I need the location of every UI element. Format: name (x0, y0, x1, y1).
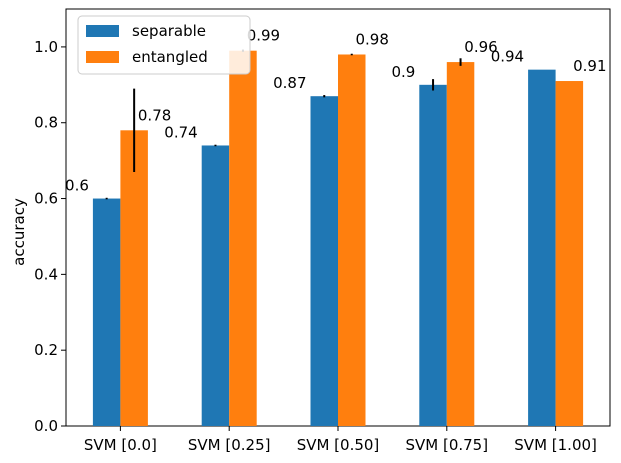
bar-separable-2 (310, 96, 338, 426)
y-tick-label: 0.4 (34, 265, 58, 283)
legend: separable entangled (77, 15, 251, 75)
legend-swatch-separable (86, 25, 119, 37)
data-label-separable-0: 0.6 (65, 177, 89, 195)
data-label-separable-1: 0.74 (164, 123, 197, 141)
bar-separable-3 (419, 84, 447, 427)
x-tick-label: SVM [1.00] (514, 436, 597, 454)
y-axis-title: accuracy (10, 198, 28, 266)
bar-separable-4 (528, 69, 556, 427)
bar-separable-1 (201, 145, 230, 427)
bar-entangled-2 (338, 54, 366, 427)
x-axis: SVM [0.0] SVM [0.25] SVM [0.50] SVM [0.75] S… (84, 426, 597, 454)
data-label-entangled-4: 0.91 (573, 57, 606, 75)
bar-entangled-3 (446, 62, 475, 427)
data-label-separable-2: 0.87 (273, 74, 306, 92)
legend-label-separable: separable (132, 22, 206, 40)
data-labels-group: 0.6 0.74 0.87 0.9 0.94 0.78 0.99 0.98 0.96 0.91 (65, 27, 606, 195)
y-tick-label: 0.6 (34, 190, 58, 208)
x-tick-label: SVM [0.25] (188, 436, 271, 454)
data-label-entangled-0: 0.78 (138, 106, 171, 124)
data-label-separable-3: 0.9 (391, 63, 415, 81)
x-tick-label: SVM [0.75] (405, 436, 488, 454)
bar-entangled-4 (555, 81, 584, 426)
x-tick-label: SVM [0.0] (84, 436, 157, 454)
data-label-entangled-1: 0.99 (247, 27, 280, 45)
bar-entangled-0 (120, 130, 148, 427)
data-label-entangled-2: 0.98 (356, 30, 389, 48)
bar-entangled-1 (229, 50, 257, 426)
y-tick-label: 0.8 (34, 114, 58, 132)
bars-group (92, 50, 584, 427)
legend-swatch-entangled (86, 51, 119, 63)
y-tick-label: 1.0 (34, 38, 58, 56)
bar-separable-0 (92, 198, 121, 426)
y-tick-label: 0.0 (34, 417, 58, 435)
legend-box (77, 15, 251, 75)
y-tick-label: 0.2 (34, 341, 58, 359)
data-label-separable-4: 0.94 (491, 48, 524, 66)
y-axis: 0.0 0.2 0.4 0.6 0.8 1.0 (34, 38, 66, 435)
legend-label-entangled: entangled (132, 48, 208, 66)
x-tick-label: SVM [0.50] (297, 436, 380, 454)
data-label-entangled-3: 0.96 (464, 38, 497, 56)
